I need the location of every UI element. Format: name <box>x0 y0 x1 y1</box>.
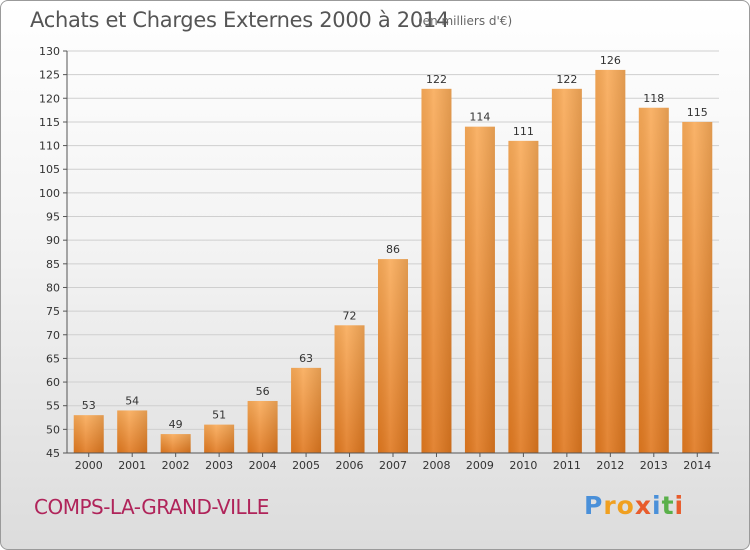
chart-title: Achats et Charges Externes 2000 à 2014 <box>30 8 450 32</box>
x-tick-label: 2001 <box>118 459 146 472</box>
proxiti-logo: Proxiti <box>584 491 684 520</box>
bar-shade <box>247 400 278 453</box>
bar-shade <box>117 410 148 453</box>
bar-value-label: 115 <box>687 106 708 119</box>
y-tick-label: 115 <box>39 116 60 129</box>
bar-value-label: 122 <box>556 73 577 86</box>
x-tick-label: 2002 <box>162 459 190 472</box>
bar-shade <box>682 121 713 454</box>
bar-value-label: 122 <box>426 73 447 86</box>
x-tick-label: 2005 <box>292 459 320 472</box>
bar-value-label: 126 <box>600 54 621 67</box>
bar-value-label: 72 <box>343 309 357 322</box>
bar-shade <box>551 88 582 453</box>
bar-value-label: 49 <box>169 418 183 431</box>
logo-letter: r <box>603 491 617 520</box>
y-tick-label: 70 <box>46 329 60 342</box>
x-tick-label: 2004 <box>249 459 277 472</box>
y-tick-label: 55 <box>46 400 60 413</box>
x-tick-label: 2003 <box>205 459 233 472</box>
chart-subtitle: (en milliers d'€) <box>418 14 513 28</box>
bar-shade <box>334 325 365 453</box>
bar-value-label: 118 <box>643 92 664 105</box>
bar-value-label: 54 <box>125 394 139 407</box>
x-tick-label: 2010 <box>509 459 537 472</box>
bar-shade <box>638 107 669 454</box>
logo-letter: o <box>616 491 635 520</box>
y-tick-label: 120 <box>39 92 60 105</box>
y-tick-label: 90 <box>46 234 60 247</box>
bar-shade <box>204 424 235 453</box>
x-tick-label: 2013 <box>640 459 668 472</box>
y-tick-label: 125 <box>39 69 60 82</box>
bar-shade <box>73 415 104 453</box>
town-name: COMPS-LA-GRAND-VILLE <box>34 495 269 519</box>
x-tick-label: 2012 <box>596 459 624 472</box>
y-tick-label: 130 <box>39 45 60 58</box>
y-tick-label: 80 <box>46 281 60 294</box>
bar-shade <box>160 434 191 453</box>
y-tick-label: 110 <box>39 140 60 153</box>
x-tick-label: 2006 <box>336 459 364 472</box>
x-tick-label: 2007 <box>379 459 407 472</box>
bar-value-label: 56 <box>256 385 270 398</box>
logo-letter: x <box>634 491 652 520</box>
x-tick-label: 2000 <box>75 459 103 472</box>
y-tick-label: 60 <box>46 376 60 389</box>
x-tick-label: 2011 <box>553 459 581 472</box>
bar-value-label: 63 <box>299 352 313 365</box>
bar-shade <box>291 367 322 453</box>
y-tick-label: 45 <box>46 447 60 460</box>
bar-value-label: 53 <box>82 399 96 412</box>
bar-shade <box>421 88 452 453</box>
bar-layer <box>73 69 713 454</box>
x-tick-label: 2009 <box>466 459 494 472</box>
axis-layer: 45 50 55 60 65 70 75 80 85 90 95 100 105 110 115 120 125… <box>39 45 719 472</box>
bar-shade <box>508 140 539 453</box>
x-tick-label: 2014 <box>683 459 711 472</box>
y-tick-label: 100 <box>39 187 60 200</box>
bar-value-label: 114 <box>469 111 490 124</box>
bar-shade <box>464 126 495 453</box>
y-tick-label: 105 <box>39 163 60 176</box>
bar-value-label: 111 <box>513 125 534 138</box>
y-tick-label: 65 <box>46 352 60 365</box>
y-tick-label: 75 <box>46 305 60 318</box>
bar-shade <box>595 69 626 453</box>
bar-value-label: 86 <box>386 243 400 256</box>
y-tick-label: 85 <box>46 258 60 271</box>
x-tick-label: 2008 <box>422 459 450 472</box>
y-tick-label: 50 <box>46 423 60 436</box>
logo-letter: i <box>674 491 685 520</box>
logo-letter: P <box>584 491 604 520</box>
logo-letter: i <box>652 491 662 520</box>
logo-letter: t <box>661 491 675 520</box>
bar-shade <box>378 259 408 453</box>
bar-value-label: 51 <box>212 409 226 422</box>
y-tick-label: 95 <box>46 211 60 224</box>
